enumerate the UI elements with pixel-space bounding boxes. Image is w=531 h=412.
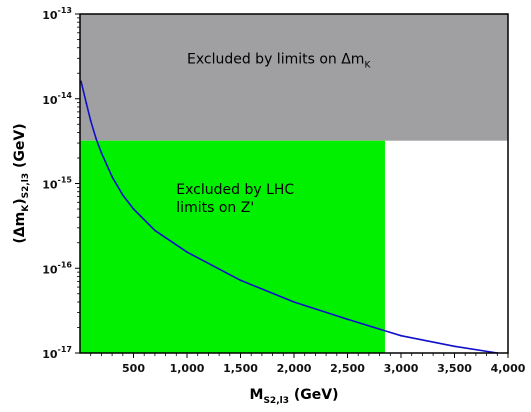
series-point (121, 194, 124, 196)
series-point (89, 119, 92, 122)
excluded-region-green (80, 140, 385, 353)
x-axis-ticks: 500 1,000 1,500 2,000 2,500 3,000 3,500 4,000 (90, 353, 526, 375)
series-point (400, 334, 402, 337)
series-point (95, 137, 97, 140)
y-tick-label: 10-14 (42, 91, 72, 107)
series-point (239, 279, 242, 282)
series-point (100, 151, 103, 154)
green-region-label: Excluded by LHC limits on Z' (176, 182, 298, 216)
x-axis-title: MS2,l3 (GeV) (250, 387, 339, 406)
series-point (293, 301, 295, 303)
y-tick-label: 10-17 (42, 345, 72, 361)
x-tick-label: 3,500 (437, 362, 472, 375)
y-axis-ticks: 10-17 10-16 10-15 10-14 10-13 (42, 6, 80, 361)
y-axis-title: (ΔmK)S2,l3 (GeV) (12, 123, 31, 243)
x-tick-label: 3,000 (384, 362, 419, 375)
x-tick-label: 4,000 (491, 362, 526, 375)
excluded-region-gray (80, 14, 508, 141)
y-tick-label: 10-13 (42, 6, 72, 22)
series-point (154, 229, 156, 232)
series-point (111, 175, 113, 178)
series-point (186, 251, 188, 254)
gray-region-label: Excluded by limits on ΔmK (187, 52, 371, 71)
x-tick-label: 2,000 (277, 362, 312, 375)
series-point (85, 102, 88, 105)
y-tick-label: 10-16 (42, 260, 72, 276)
y-tick-label: 10-15 (42, 176, 72, 192)
x-tick-label: 500 (122, 362, 145, 375)
x-tick-label: 1,000 (170, 362, 205, 375)
series-point (453, 345, 456, 348)
exclusion-regions (80, 14, 508, 353)
series-point (132, 208, 135, 210)
x-tick-label: 2,500 (330, 362, 365, 375)
series-line-0 (80, 81, 498, 354)
series-layer (80, 80, 499, 354)
series-point (346, 318, 349, 321)
x-tick-label: 1,500 (223, 362, 258, 375)
